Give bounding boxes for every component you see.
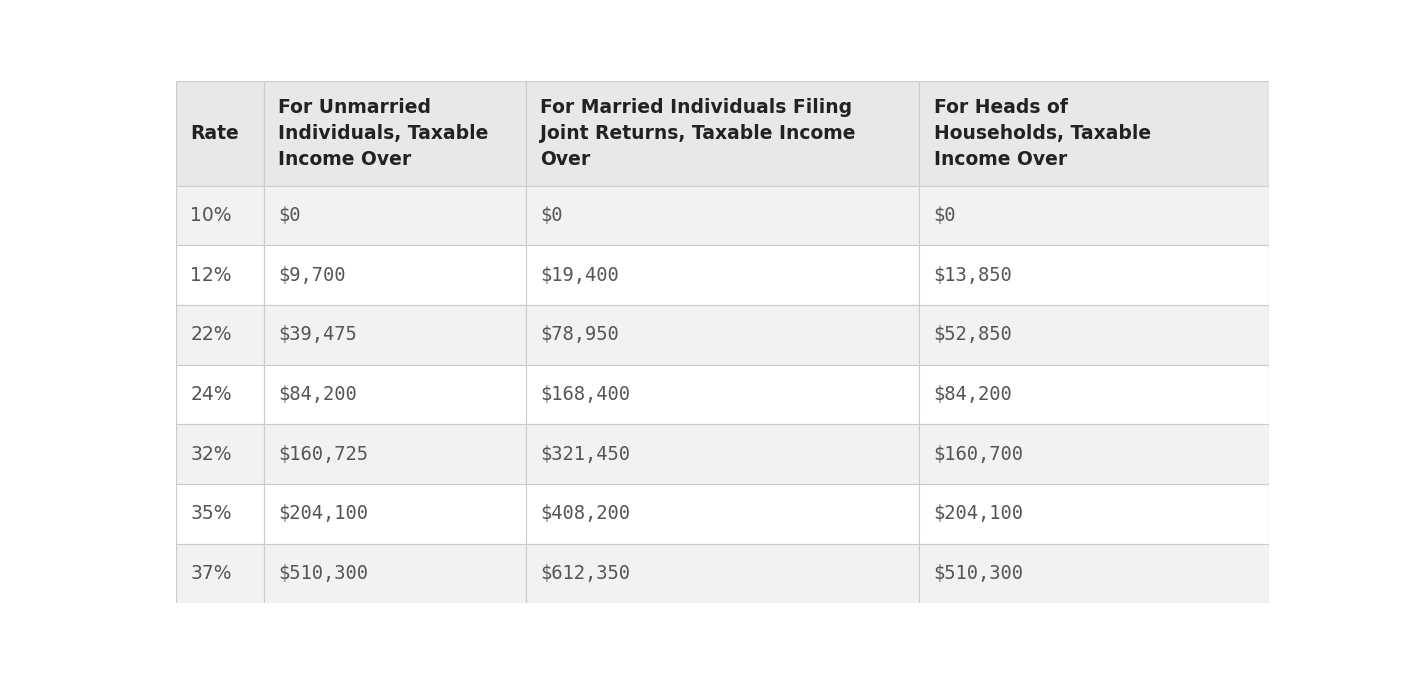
Text: 12%: 12%	[190, 266, 233, 285]
Bar	[264, 81, 526, 186]
Bar	[526, 484, 919, 544]
Text: For Unmarried
Individuals, Taxable
Income Over: For Unmarried Individuals, Taxable Incom…	[278, 98, 488, 169]
Bar	[264, 544, 526, 603]
Text: $408,200: $408,200	[540, 504, 630, 523]
Text: $510,300: $510,300	[278, 564, 368, 583]
Bar	[919, 544, 1269, 603]
Bar	[264, 305, 526, 365]
Text: 10%: 10%	[190, 206, 233, 225]
Text: $0: $0	[540, 206, 563, 225]
Text: 22%: 22%	[190, 325, 233, 344]
Bar	[526, 305, 919, 365]
Text: Rate: Rate	[190, 124, 240, 143]
Text: $78,950: $78,950	[540, 325, 619, 344]
Text: For Married Individuals Filing
Joint Returns, Taxable Income
Over: For Married Individuals Filing Joint Ret…	[540, 98, 856, 169]
Text: $168,400: $168,400	[540, 385, 630, 404]
Bar	[919, 365, 1269, 424]
Text: $160,725: $160,725	[278, 445, 368, 464]
Bar	[264, 424, 526, 484]
Bar	[176, 544, 264, 603]
Text: $204,100: $204,100	[933, 504, 1024, 523]
Bar	[264, 365, 526, 424]
Bar	[526, 424, 919, 484]
Bar	[526, 245, 919, 305]
Bar	[176, 81, 264, 186]
Bar	[526, 365, 919, 424]
Bar	[176, 245, 264, 305]
Text: 24%: 24%	[190, 385, 233, 404]
Bar	[176, 186, 264, 245]
Text: 37%: 37%	[190, 564, 233, 583]
Text: $510,300: $510,300	[933, 564, 1024, 583]
Text: $612,350: $612,350	[540, 564, 630, 583]
Bar	[526, 544, 919, 603]
Text: $84,200: $84,200	[933, 385, 1012, 404]
Bar	[176, 424, 264, 484]
Bar	[526, 81, 919, 186]
Text: 32%: 32%	[190, 445, 233, 464]
Bar	[176, 365, 264, 424]
Text: 35%: 35%	[190, 504, 233, 523]
Text: For Heads of
Households, Taxable
Income Over: For Heads of Households, Taxable Income …	[933, 98, 1151, 169]
Bar	[526, 186, 919, 245]
Bar	[919, 81, 1269, 186]
Text: $39,475: $39,475	[278, 325, 357, 344]
Text: $321,450: $321,450	[540, 445, 630, 464]
Bar	[264, 245, 526, 305]
Text: $13,850: $13,850	[933, 266, 1012, 285]
Bar	[264, 484, 526, 544]
Bar	[919, 245, 1269, 305]
Text: $0: $0	[933, 206, 956, 225]
Text: $160,700: $160,700	[933, 445, 1024, 464]
Text: $9,700: $9,700	[278, 266, 345, 285]
Text: $204,100: $204,100	[278, 504, 368, 523]
Bar	[919, 186, 1269, 245]
Bar	[919, 305, 1269, 365]
Text: $84,200: $84,200	[278, 385, 357, 404]
Bar	[176, 484, 264, 544]
Text: $52,850: $52,850	[933, 325, 1012, 344]
Bar	[264, 186, 526, 245]
Bar	[176, 305, 264, 365]
Text: $19,400: $19,400	[540, 266, 619, 285]
Bar	[919, 424, 1269, 484]
Text: $0: $0	[278, 206, 300, 225]
Bar	[919, 484, 1269, 544]
